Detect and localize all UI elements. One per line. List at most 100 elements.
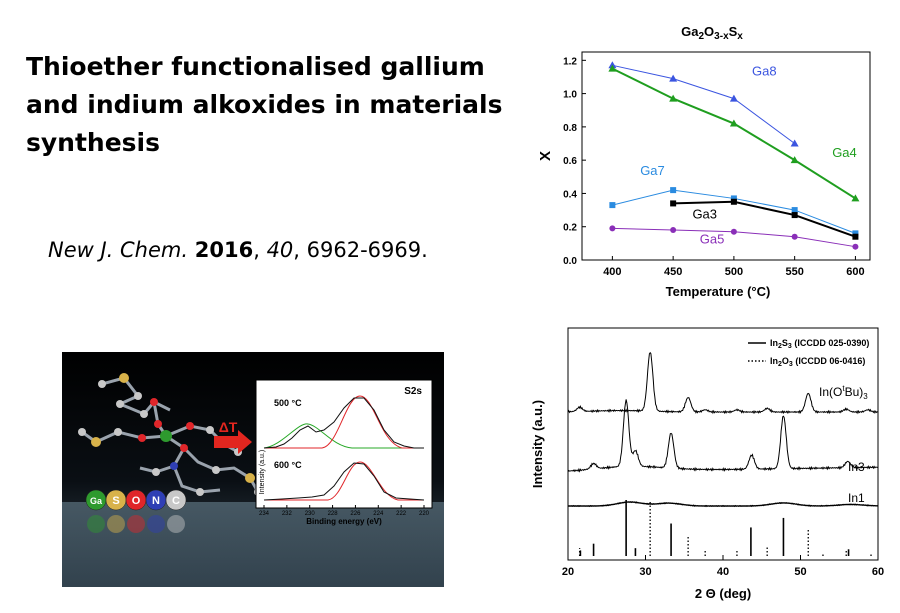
- series-line-ga8: [612, 64, 795, 144]
- chart2-x-tick-label: 40: [717, 566, 729, 578]
- xps-x-tick-label: 234: [259, 511, 270, 517]
- water-reflection: [62, 502, 444, 587]
- xps-x-label: Binding energy (eV): [306, 517, 382, 526]
- atom-legend-c: [165, 489, 187, 511]
- data-point-ga4: [669, 94, 678, 102]
- data-point-ga3: [670, 200, 677, 207]
- data-point-ga4: [608, 64, 617, 72]
- label-in1: In1: [848, 491, 865, 505]
- data-point-ga4: [790, 156, 799, 164]
- xps-panel: S2s 500 °C 600 °C 234 232 230 228 226 224 222 2…: [255, 379, 433, 526]
- series-label-ga7: Ga7: [640, 163, 665, 178]
- atom-legend-symbol: N: [152, 495, 160, 507]
- atom-legend-symbol: Ga: [90, 496, 103, 506]
- heating-arrow-icon: [214, 430, 252, 454]
- data-point-ga3: [791, 212, 798, 219]
- data-point-ga7: [609, 202, 616, 209]
- chart1-x-tick-label: 600: [846, 266, 864, 278]
- chart1-x-axis-label: Temperature (°C): [666, 284, 771, 299]
- chart1-x-tick-label: 450: [664, 266, 682, 278]
- xps-x-tick-label: 230: [305, 511, 316, 517]
- chart1-y-tick-label: 0.0: [563, 256, 577, 267]
- xps-x-tick-label: 232: [282, 511, 293, 517]
- series-label-ga4: Ga4: [832, 145, 857, 160]
- xps-x-tick-label: 222: [396, 511, 407, 517]
- xps-fit-green: [263, 423, 424, 449]
- atom-legend-reflection: [87, 515, 105, 533]
- citation-pages: 6962-6969.: [306, 238, 428, 262]
- xrd-pattern-chart: In2S3 (ICCDD 025-0390) In2O3 (ICCDD 06-0…: [530, 327, 884, 601]
- chart1-plot-frame: [581, 51, 871, 261]
- data-point-ga3: [730, 198, 737, 205]
- atom-legend-symbol: S: [112, 495, 119, 507]
- xps-x-tick-label: 220: [419, 511, 430, 517]
- citation: New J. Chem. 2016, 40, 6962-6969.: [48, 238, 428, 262]
- chart1-y-tick-label: 0.6: [563, 156, 577, 167]
- data-point-ga7: [852, 230, 859, 237]
- series-line-ga4: [611, 67, 856, 200]
- ga-sulfur-content-chart: Ga2O3-xSx 400 450 500 550 600 0.0 0.2 0.4 0.6 0.8…: [537, 24, 871, 299]
- xps-x-tick-label: 226: [350, 511, 361, 517]
- atom-legend-symbol: O: [132, 495, 141, 507]
- chart1-y-axis-label: X: [537, 151, 554, 161]
- chart2-y-axis-label: Intensity (a.u.): [530, 400, 545, 488]
- citation-volume: 40: [266, 238, 294, 262]
- xps-y-label: Intensity (a.u.): [259, 450, 266, 494]
- chart1-x-tick-label: 500: [725, 266, 743, 278]
- chart1-x-tick-label: 550: [785, 266, 803, 278]
- data-point-ga5: [791, 233, 798, 240]
- xps-temp-600: 600 °C: [274, 460, 302, 470]
- atom-legend-reflection: [167, 515, 185, 533]
- data-point-ga5: [609, 225, 616, 232]
- xrd-pattern-line: [567, 351, 879, 415]
- atom-legend-symbol: C: [172, 495, 180, 507]
- legend-in2s3: In2S3 (ICCDD 025-0390): [770, 338, 869, 350]
- xps-fit-red-1: [264, 395, 424, 449]
- chart1-y-tick-label: 0.4: [563, 189, 577, 200]
- series-label-ga5: Ga5: [700, 231, 725, 246]
- heating-arrow-label: ΔT: [219, 419, 238, 435]
- data-point-ga8: [729, 94, 738, 102]
- citation-comma: ,: [253, 238, 267, 262]
- chart1-x-tick-label: 400: [603, 266, 621, 278]
- xps-data-2: [263, 462, 425, 501]
- chart1-title: Ga2O3-xSx: [681, 24, 743, 42]
- legend-in2o3: In2O3 (ICCDD 06-0416): [770, 356, 865, 368]
- chart2-x-tick-label: 20: [562, 566, 574, 578]
- xrd-pattern-line: [568, 500, 879, 508]
- atom-legend-reflection: [147, 515, 165, 533]
- xps-x-tick-label: 224: [373, 511, 384, 517]
- chart2-x-tick-label: 30: [639, 566, 651, 578]
- chart1-y-tick-label: 0.8: [563, 123, 577, 134]
- xps-data-1: [263, 397, 424, 449]
- citation-comma-2: ,: [293, 238, 307, 262]
- data-point-ga5: [730, 228, 737, 235]
- xrd-pattern-line: [567, 399, 879, 473]
- xps-title: S2s: [404, 386, 422, 397]
- molecule-xps-graphic: ΔT Ga S O N C S2s 500 °C 600 °C 234 232 230 228…: [62, 352, 444, 587]
- label-in3: In3: [848, 460, 865, 474]
- data-point-ga7: [791, 207, 798, 214]
- data-point-ga3: [852, 233, 859, 240]
- data-point-ga7: [730, 195, 737, 202]
- molecule-atoms: [78, 373, 278, 496]
- xps-x-tick-label: 228: [328, 511, 339, 517]
- data-point-ga5: [670, 227, 677, 234]
- series-label-ga8: Ga8: [752, 63, 777, 78]
- series-label-ga3: Ga3: [692, 206, 717, 221]
- data-point-ga8: [790, 139, 799, 147]
- atom-legend-reflection: [107, 515, 125, 533]
- slide-title: Thioether functionalised gallium and ind…: [26, 52, 503, 157]
- chart2-legend: In2S3 (ICCDD 025-0390) In2O3 (ICCDD 06-0…: [748, 338, 869, 368]
- xps-temp-500: 500 °C: [274, 398, 302, 408]
- data-point-ga7: [670, 187, 677, 194]
- chart2-x-tick-label: 50: [794, 566, 806, 578]
- citation-journal: New J. Chem.: [48, 238, 189, 262]
- label-in-otbu3: In(OtBu)3: [819, 384, 868, 401]
- series-line-ga3: [673, 200, 856, 238]
- chart1-y-tick-label: 1.2: [563, 56, 577, 67]
- data-point-ga5: [852, 243, 859, 250]
- data-point-ga4: [851, 194, 860, 202]
- atom-legend-reflection: [127, 515, 145, 533]
- data-point-ga4: [729, 119, 738, 127]
